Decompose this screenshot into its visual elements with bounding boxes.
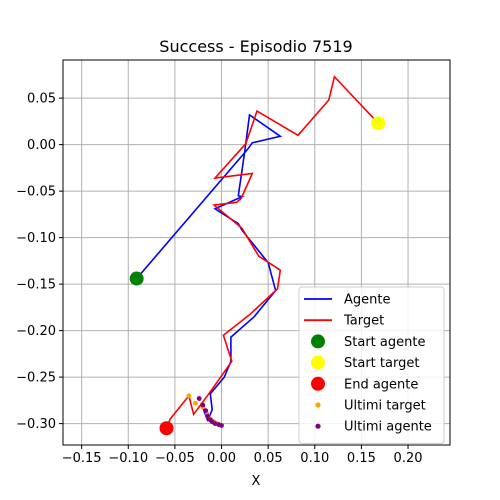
x-tick-label: 0.15 <box>347 451 376 466</box>
y-tick-label: −0.20 <box>16 324 56 339</box>
y-tick-label: −0.10 <box>16 231 56 246</box>
x-axis-label: X <box>252 474 261 489</box>
legend-swatch-marker <box>311 355 325 370</box>
y-axis-label: Y <box>0 248 4 257</box>
end-agente-marker <box>159 421 174 436</box>
legend-label: Target <box>343 314 384 329</box>
legend-swatch-marker <box>311 334 325 349</box>
legend-box <box>298 286 445 444</box>
start-target-marker <box>371 116 386 131</box>
y-tick-label: −0.15 <box>16 278 56 293</box>
legend-label: End agente <box>344 377 418 392</box>
x-tick-label: −0.10 <box>108 451 148 466</box>
legend-label: Agente <box>344 293 390 308</box>
series-line-target <box>165 75 379 429</box>
legend-swatch-marker <box>311 376 325 391</box>
chart-title: Success - Episodio 7519 <box>159 37 352 56</box>
legend-label: Start target <box>344 356 419 371</box>
legend: Agente Target Start agente Start target End … <box>298 286 445 444</box>
x-tick-label: 0.20 <box>394 451 423 466</box>
x-tick-label: 0.00 <box>207 451 236 466</box>
ultimi-agente-point <box>200 402 206 408</box>
y-tick-label: −0.25 <box>16 371 56 386</box>
legend-swatch-dot <box>315 402 321 408</box>
ultimi-agente-point <box>212 421 218 427</box>
y-axis-ticks: 0.05 0.00 −0.05 −0.10 −0.15 −0.20 −0.25 −0.30 <box>16 92 63 432</box>
y-tick-label: 0.05 <box>27 92 56 107</box>
ultimi-agente-point <box>219 423 224 428</box>
ultimi-agente-point <box>203 408 209 413</box>
x-tick-label: −0.15 <box>62 451 102 466</box>
x-tick-label: −0.05 <box>155 451 195 466</box>
ultimi-agente-point <box>205 413 210 419</box>
ultimi-agente-point <box>196 396 202 401</box>
plot-area <box>129 75 386 436</box>
x-tick-label: 0.05 <box>254 451 283 466</box>
grid <box>63 60 450 445</box>
y-tick-label: −0.30 <box>16 417 56 432</box>
x-axis-ticks: −0.15 −0.10 −0.05 0.00 0.05 0.10 0.15 0.20 <box>62 445 423 466</box>
ultimi-target-point <box>186 393 192 399</box>
y-tick-label: 0.00 <box>27 138 56 153</box>
legend-label: Ultimi agente <box>344 420 432 435</box>
plot-frame <box>62 59 451 446</box>
legend-label: Ultimi target <box>344 399 426 414</box>
start-agente-marker <box>129 271 144 286</box>
legend-label: Start agente <box>344 335 425 350</box>
y-tick-label: −0.05 <box>16 185 56 200</box>
x-tick-label: 0.10 <box>300 451 329 466</box>
ultimi-target-point <box>193 400 198 406</box>
legend-swatch-dot <box>315 423 321 429</box>
